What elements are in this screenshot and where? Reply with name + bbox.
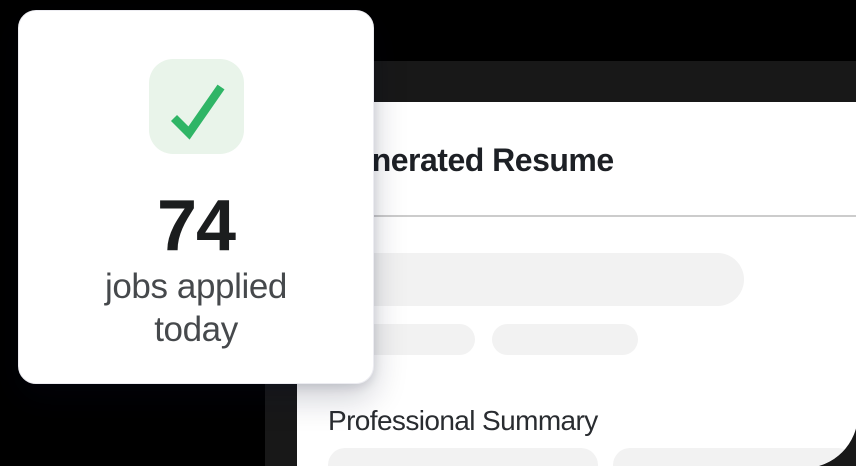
resume-preview-panel: Generated Resume Professional Summary bbox=[297, 102, 856, 466]
header-divider bbox=[297, 215, 856, 217]
skeleton-bar bbox=[613, 448, 855, 466]
stat-card: 74 jobs applied today bbox=[18, 10, 374, 384]
section-title-professional-summary: Professional Summary bbox=[328, 405, 598, 436]
resume-panel-title: Generated Resume bbox=[330, 142, 614, 178]
stat-label-line-2: today bbox=[154, 310, 238, 349]
stat-label-line-1: jobs applied bbox=[104, 267, 287, 306]
skeleton-bar bbox=[328, 448, 598, 466]
skeleton-bar bbox=[492, 324, 638, 355]
stat-value: 74 bbox=[156, 186, 236, 266]
skeleton-bar bbox=[330, 253, 744, 306]
checkmark-icon bbox=[170, 84, 224, 140]
check-badge bbox=[148, 59, 244, 154]
stat-label: jobs applied today bbox=[19, 265, 373, 351]
